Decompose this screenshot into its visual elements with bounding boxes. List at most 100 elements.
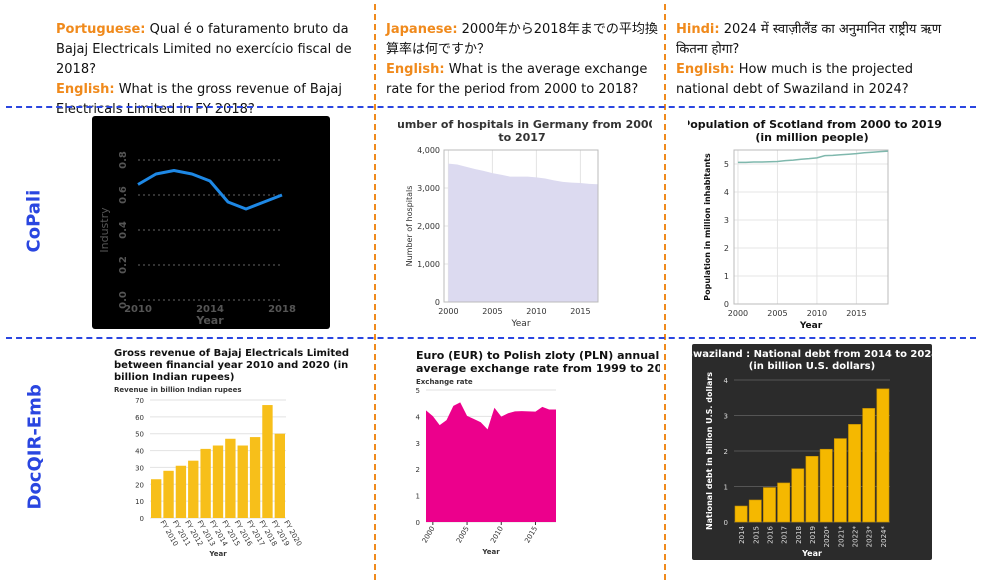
bar: [188, 460, 199, 518]
y-tick-label: 5: [416, 387, 420, 395]
x-tick-label: 2005: [767, 309, 787, 318]
x-axis-label: Year: [801, 549, 822, 558]
question-text: Qual é o faturamento bruto da Bajaj Elec…: [56, 22, 352, 77]
y-tick-label: 30: [135, 464, 144, 472]
question-hindi: Hindi: 2024 में स्वाज़ीलैंड का अनुमानित …: [676, 20, 966, 100]
chart-bajaj-revenue: Gross revenue of Bajaj Electricals Limit…: [114, 348, 349, 558]
bar: [805, 456, 819, 523]
y-tick-label: 1: [724, 484, 728, 492]
y-tick-label: 60: [135, 414, 144, 422]
y-tick-label: 4: [724, 377, 729, 385]
series-area: [448, 163, 598, 302]
y-tick-label: 0: [140, 515, 144, 523]
column-divider: [664, 4, 666, 580]
bar: [163, 470, 174, 518]
y-tick-label: 20: [135, 481, 144, 489]
chart-title: Gross revenue of Bajaj Electricals Limit…: [114, 348, 349, 359]
x-tick-label: 2010: [124, 304, 152, 315]
y-tick-label: 0.6: [118, 186, 129, 204]
series-line: [137, 169, 283, 211]
row-label-copali: CoPali: [23, 189, 45, 253]
row-label-docqir: DocQIR-Emb: [24, 384, 46, 510]
chart-hospitals-germany: Number of hospitals in Germany from 2000…: [398, 118, 652, 329]
bar: [819, 448, 833, 523]
question-portuguese: Portuguese: Qual é o faturamento bruto d…: [56, 20, 356, 120]
y-tick-label: 4: [724, 188, 729, 197]
bar: [225, 438, 236, 518]
chart-title: to 2017: [498, 131, 545, 144]
bar: [175, 465, 187, 518]
chart-title: (in million people): [755, 131, 868, 144]
y-tick-label: 40: [135, 448, 144, 456]
y-tick-label: 0.8: [118, 151, 129, 169]
x-tick-label: 2024*: [880, 526, 888, 548]
x-tick-label: 2000: [438, 307, 458, 316]
y-tick-label: 0.0: [118, 291, 129, 309]
bar: [274, 433, 285, 518]
chart-background: [92, 116, 330, 329]
y-tick-label: 0: [724, 300, 729, 309]
y-tick-label: 1,000: [417, 260, 440, 269]
chart-title: average exchange rate from 1999 to 2018: [416, 362, 660, 375]
row-divider: [6, 337, 976, 339]
question-japanese: Japanese: 2000年から2018年までの平均換算率は何ですか？ Eng…: [386, 20, 662, 100]
y-tick-label: 0: [416, 519, 420, 527]
lang-label: English:: [386, 62, 445, 77]
y-tick-label: 0.4: [118, 221, 129, 239]
plot-frame: [443, 149, 599, 303]
lang-label: Portuguese:: [56, 22, 146, 37]
chart-title: Swaziland : National debt from 2014 to 2…: [692, 349, 932, 360]
y-tick-label: 2: [416, 466, 420, 474]
y-tick-label: 2,000: [417, 222, 440, 231]
x-tick-label: 2000: [728, 309, 748, 318]
bar: [862, 408, 876, 523]
y-tick-label: 10: [135, 498, 144, 506]
x-tick-label: 2018: [268, 304, 296, 315]
chart-subtitle: Exchange rate: [416, 378, 473, 386]
y-tick-label: 4,000: [417, 146, 440, 155]
y-tick-label: 0.2: [118, 256, 129, 274]
bar: [876, 388, 890, 523]
y-tick-label: 0: [435, 298, 440, 307]
x-axis-label: Year: [799, 321, 823, 331]
y-tick-label: 5: [724, 160, 729, 169]
chart-subtitle: Revenue in billion Indian rupees: [114, 386, 242, 394]
y-axis-label: Industry: [98, 207, 111, 253]
chart-swaziland-debt: Swaziland : National debt from 2014 to 2…: [692, 344, 932, 560]
y-tick-label: 1: [724, 272, 729, 281]
bar: [262, 405, 273, 518]
x-tick-label: 2010: [526, 307, 546, 316]
chart-industry-line: 0.0 0.2 0.4 0.6 0.8 2010 2014 2018 Year Industry: [92, 116, 330, 329]
y-tick-label: 3,000: [417, 184, 440, 193]
lang-label: English:: [56, 82, 115, 97]
x-tick-label: 2000: [421, 525, 437, 544]
bar: [212, 445, 224, 518]
x-tick-label: 2005: [482, 307, 502, 316]
bar: [763, 487, 776, 523]
x-tick-label: 2018: [795, 526, 803, 544]
chart-scotland-population: Population of Scotland from 2000 to 2019…: [688, 118, 942, 331]
plot-frame: [733, 149, 889, 305]
bar: [777, 482, 791, 523]
y-tick-label: 3: [416, 440, 420, 448]
chart-title: (in billion U.S. dollars): [749, 361, 875, 372]
x-tick-label: 2022*: [852, 526, 860, 548]
x-tick-label: 2015: [752, 526, 760, 544]
y-tick-label: 2: [724, 244, 729, 253]
x-tick-label: 2016: [766, 525, 774, 543]
x-tick-label: 2014: [196, 304, 224, 315]
lang-label: Japanese:: [386, 22, 458, 37]
x-tick-label: 2021*: [837, 526, 845, 548]
bar: [748, 499, 762, 523]
question-text: How much is the projected national debt …: [676, 62, 913, 97]
x-tick-label: 2020*: [823, 526, 831, 548]
column-divider: [374, 4, 376, 580]
bar: [151, 479, 162, 518]
x-tick-label: 2010: [489, 525, 505, 544]
chart-title: between financial year 2010 and 2020 (in: [114, 360, 348, 371]
chart-title: Euro (EUR) to Polish zloty (PLN) annual: [416, 349, 659, 362]
bar: [833, 438, 847, 523]
y-tick-label: 2: [724, 448, 728, 456]
chart-title: Population of Scotland from 2000 to 2019: [688, 118, 942, 131]
x-tick-label: 2014: [738, 525, 746, 543]
